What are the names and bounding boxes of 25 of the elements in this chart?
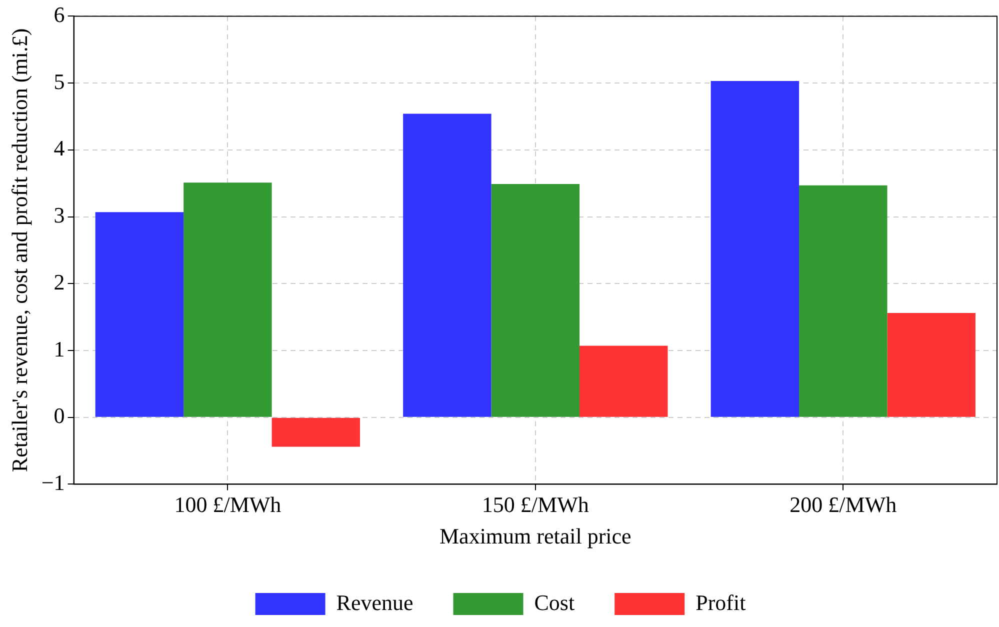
bar [491,184,580,417]
y-tick-label: 4 [54,136,65,161]
y-tick-label: 1 [54,336,65,362]
x-tick-label: 100 £/MWh [174,492,282,518]
y-axis-title: Retailer's revenue, cost and profit reduction (mi.£) [6,28,32,472]
bar [95,212,184,417]
x-tick-label: 200 £/MWh [790,492,897,518]
legend-label: Cost [534,590,575,615]
legend-label: Revenue [336,590,414,615]
y-tick-label: 0 [54,403,65,428]
bar [580,346,668,417]
x-axis-title: Maximum retail price [439,524,632,549]
x-tick-label: 150 £/MWh [482,492,589,518]
y-tick-label: 3 [54,202,65,228]
bar [184,182,272,417]
bar [403,114,492,417]
y-tick-label: 2 [54,269,65,294]
y-tick-label: 6 [54,2,65,27]
y-tick-label: 5 [54,68,65,94]
bar [710,81,800,417]
bar [887,313,976,417]
y-tick-label: −1 [41,470,65,495]
legend-label: Profit [696,590,746,615]
bar [272,418,360,447]
bar [799,185,888,417]
